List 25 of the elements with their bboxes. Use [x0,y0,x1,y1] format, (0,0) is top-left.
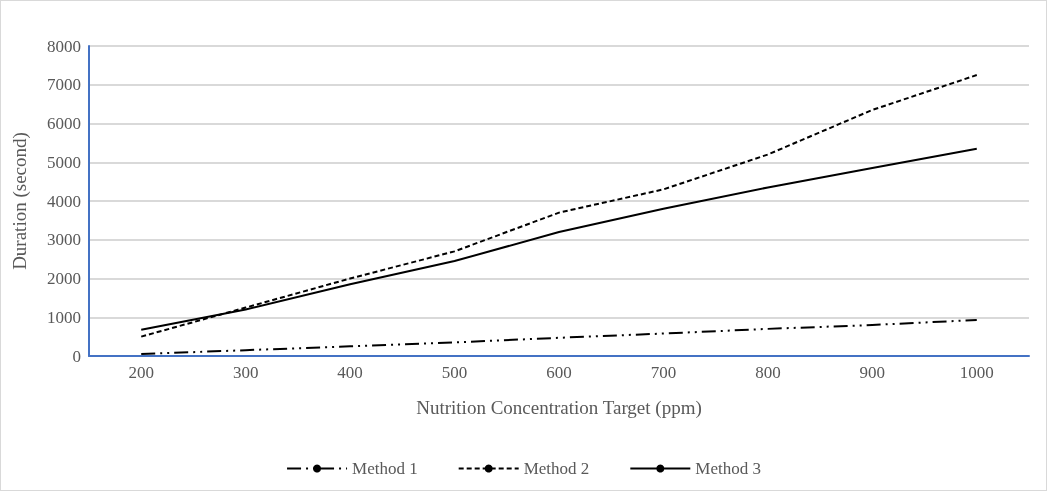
y-tick-label: 7000 [47,75,81,95]
x-tick-label: 600 [546,363,572,382]
line-series [140,74,978,338]
legend-label: Method 1 [352,459,418,478]
y-tick-label: 4000 [47,191,81,211]
y-tick-label: 8000 [47,36,81,56]
x-tick-label: 700 [650,363,677,382]
legend-label: Method 3 [695,459,761,478]
y-tick-label: 0 [72,346,81,366]
x-tick-label: 400 [337,363,363,382]
x-tick-label: 1000 [959,363,994,382]
y-tick-label: 5000 [47,152,81,172]
x-tick-label: 800 [755,363,781,382]
y-tick-label: 1000 [47,307,81,327]
x-tick-label: 200 [128,363,154,382]
y-tick-label: 2000 [47,269,81,288]
x-tick-label: 300 [232,363,259,382]
y-axis-title: Duration (second) [9,132,31,270]
x-tick-label: 900 [859,363,886,382]
x-tick-label: 500 [441,363,468,382]
y-tick-label: 3000 [47,230,81,250]
legend-label: Method 2 [523,459,590,478]
y-tick-label: 6000 [47,114,81,133]
line-series [140,318,978,356]
x-axis-title: Nutrition Concentration Target (ppm) [416,397,702,419]
